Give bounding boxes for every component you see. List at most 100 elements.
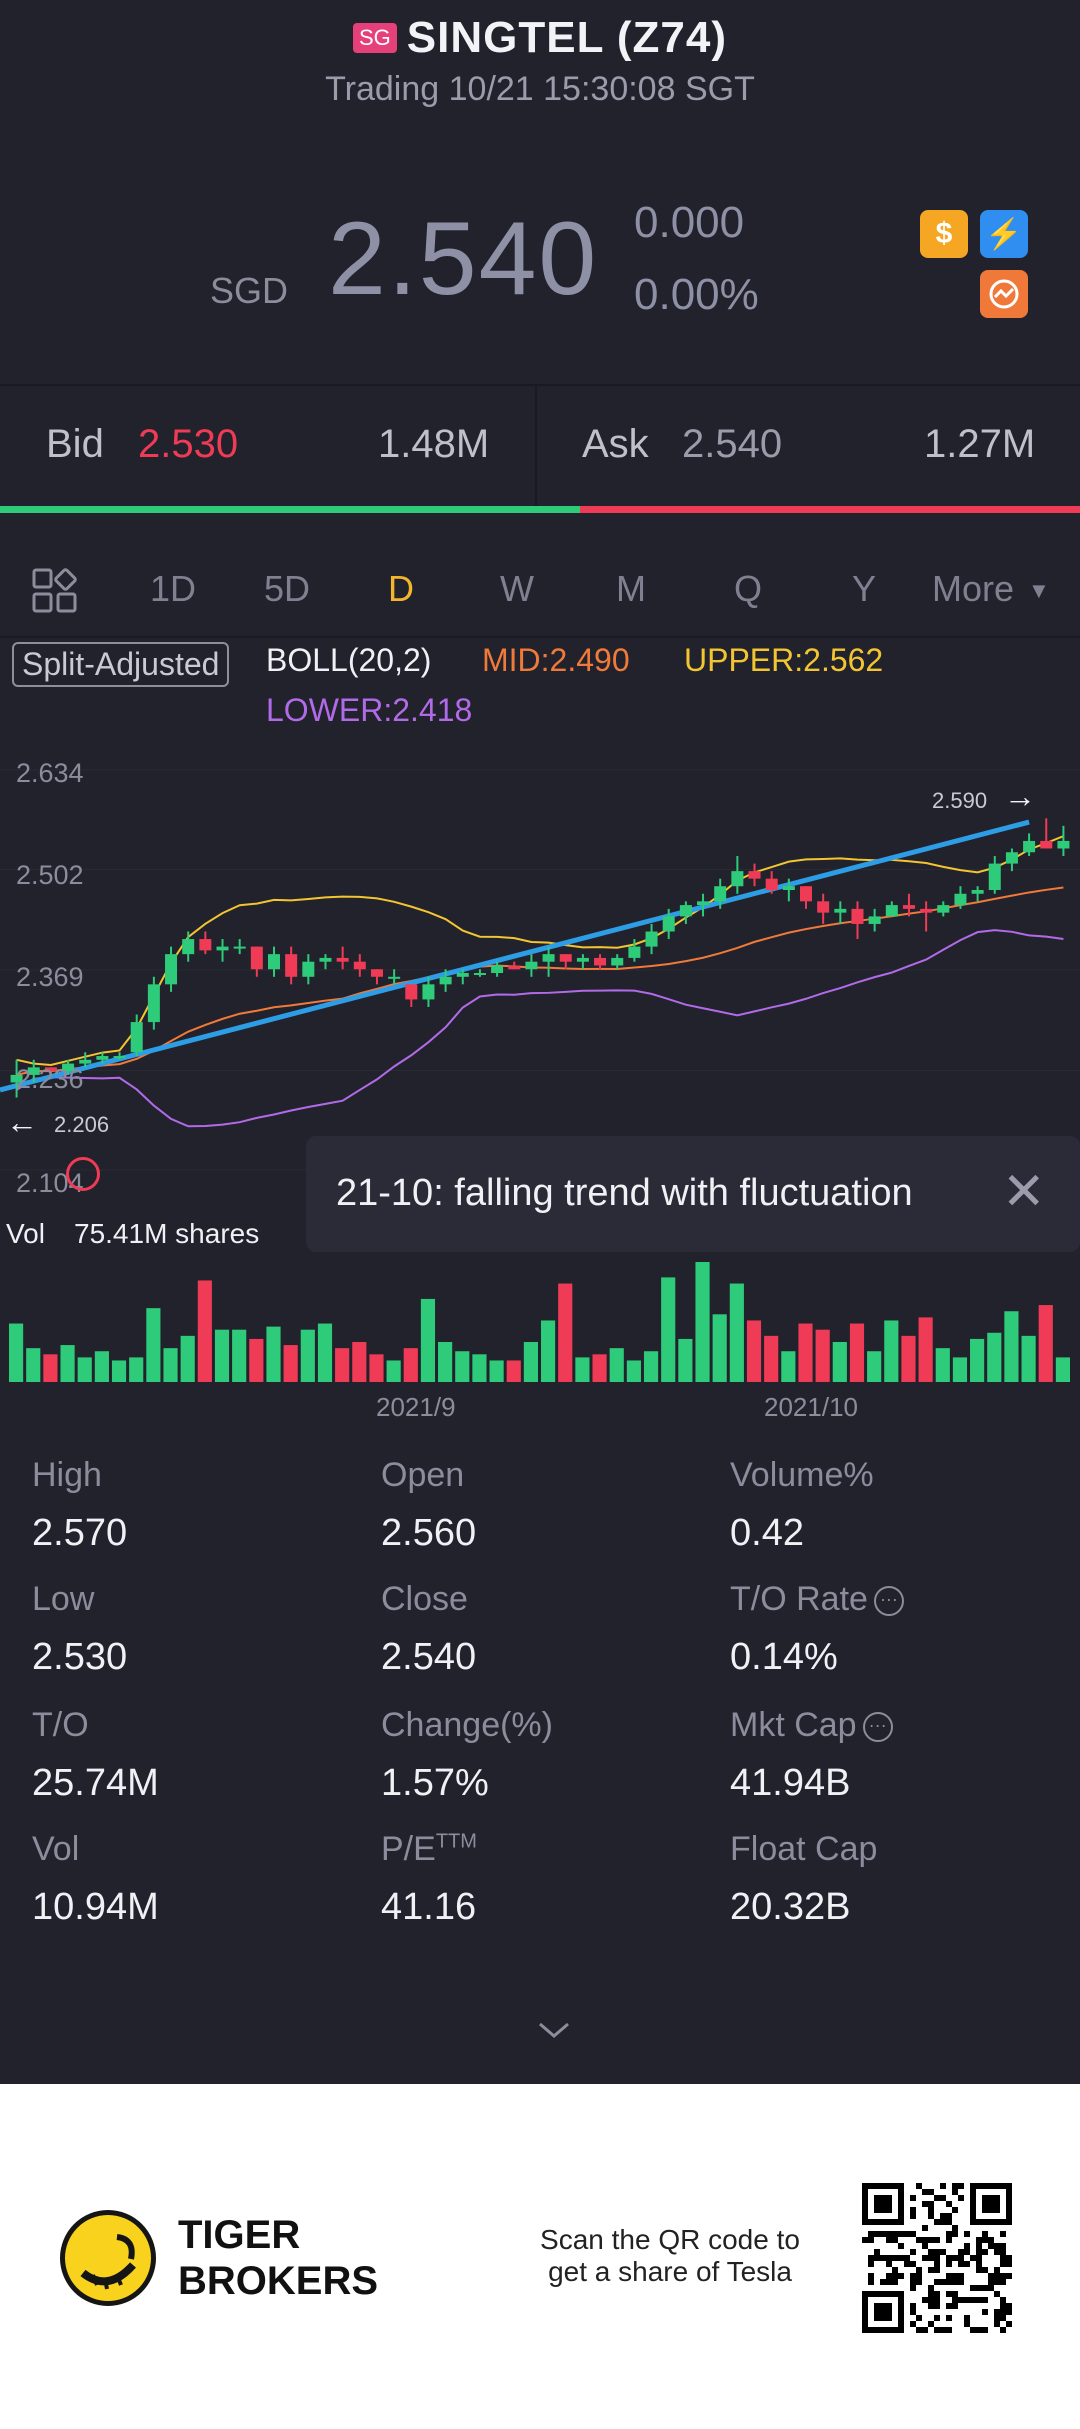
qr-module <box>1000 2315 1006 2321</box>
qr-module <box>910 2285 916 2291</box>
volume-bar <box>952 1357 968 1382</box>
qr-module <box>964 2297 970 2303</box>
volume-bar <box>26 1348 41 1382</box>
expand-chevron-icon[interactable] <box>534 2018 574 2047</box>
volume-bar <box>764 1335 779 1382</box>
arrow-right-icon: → <box>1004 778 1036 814</box>
lightning-icon[interactable]: ⚡ <box>980 210 1028 258</box>
volume-bar <box>1038 1305 1053 1382</box>
tab-1d[interactable]: 1D <box>150 568 197 609</box>
volume-bar <box>60 1345 75 1382</box>
tab-q[interactable]: Q <box>734 568 763 609</box>
qr-module <box>976 2261 982 2267</box>
qr-module <box>940 2219 946 2225</box>
qr-module <box>946 2261 952 2267</box>
candle-body <box>679 905 692 917</box>
volume-bar <box>300 1329 315 1382</box>
qr-module <box>934 2267 940 2273</box>
qr-module <box>982 2231 988 2237</box>
qr-module <box>1000 2279 1006 2285</box>
tab-more-label: More <box>932 568 1015 609</box>
qr-module <box>958 2195 964 2201</box>
qr-module <box>952 2255 958 2261</box>
qr-module <box>958 2261 964 2267</box>
x-label-oct: 2021/10 <box>764 1392 858 1422</box>
qr-module <box>1006 2309 1012 2315</box>
volume-bar <box>77 1357 92 1382</box>
chart-swap-icon[interactable] <box>980 270 1028 318</box>
qr-module <box>928 2267 934 2273</box>
trend-line <box>0 819 1030 1093</box>
boll-mid: MID:2.490 <box>482 642 630 678</box>
candle-body <box>525 961 538 970</box>
candle-body <box>645 931 658 947</box>
volume-bar <box>678 1338 693 1382</box>
tab-y[interactable]: Y <box>852 568 877 609</box>
info-icon[interactable]: ··· <box>873 1586 904 1617</box>
candle-body <box>44 1067 57 1072</box>
candle-body <box>250 946 263 970</box>
qr-module <box>940 2249 946 2255</box>
candle-body <box>799 886 813 902</box>
tab-m[interactable]: M <box>616 568 646 609</box>
split-adjusted-toggle[interactable]: Split-Adjusted <box>12 642 230 687</box>
qr-module <box>1000 2327 1006 2333</box>
qr-module <box>922 2189 928 2195</box>
qr-finder <box>982 2195 1000 2213</box>
candle-body <box>542 954 555 962</box>
qr-module <box>940 2183 946 2189</box>
title-row: SG SINGTEL (Z74) <box>0 8 1080 68</box>
price-chart[interactable] <box>0 740 1080 1420</box>
qr-module <box>958 2279 964 2285</box>
tab-5d[interactable]: 5D <box>264 568 311 609</box>
candle-body <box>473 973 486 976</box>
qr-module <box>994 2315 1000 2321</box>
tab-w[interactable]: W <box>500 568 534 609</box>
candle-body <box>834 908 847 913</box>
stat-value-volume-pct: 0.42 <box>730 1512 804 1554</box>
candle-body <box>267 954 281 970</box>
low-mark-label: 2.206 <box>54 1112 110 1137</box>
candle-body <box>782 886 795 890</box>
stat-label-vol: Vol <box>32 1830 80 1868</box>
qr-module <box>886 2231 892 2237</box>
stat-value-high: 2.570 <box>32 1512 128 1554</box>
volume-bar <box>1004 1311 1019 1382</box>
qr-module <box>880 2255 886 2261</box>
qr-module <box>946 2279 952 2285</box>
candle-body <box>920 908 933 913</box>
qr-module <box>910 2249 916 2255</box>
volume-bar <box>523 1342 538 1382</box>
tab-d[interactable]: D <box>388 568 414 609</box>
qr-module <box>928 2213 934 2219</box>
qr-module <box>982 2285 988 2291</box>
tab-more[interactable]: More ▼ <box>932 568 1050 610</box>
qr-module <box>940 2327 946 2333</box>
volume-bars <box>9 1262 1070 1382</box>
volume-bar <box>884 1320 899 1382</box>
qr-code[interactable] <box>862 2183 1012 2333</box>
info-icon[interactable]: ··· <box>862 1712 893 1743</box>
qr-module <box>994 2321 1000 2327</box>
volume-bar <box>901 1335 916 1382</box>
event-marker-icon[interactable] <box>66 1157 100 1191</box>
qr-module <box>964 2231 970 2237</box>
qr-module <box>952 2291 958 2297</box>
pattern-tooltip[interactable]: 21-10: falling trend with fluctuation ✕ <box>306 1136 1080 1252</box>
volume-bar <box>232 1329 247 1382</box>
boll-label[interactable]: BOLL(20,2) <box>266 642 432 678</box>
candle-body <box>370 969 383 977</box>
qr-module <box>874 2255 880 2261</box>
dollar-icon[interactable]: $ <box>920 210 968 258</box>
layout-grid-icon[interactable] <box>32 568 78 619</box>
volume-bar <box>472 1354 487 1382</box>
qr-module <box>1006 2303 1012 2309</box>
qr-module <box>928 2285 934 2291</box>
stat-value-pe: 41.16 <box>381 1886 477 1928</box>
volume-bar <box>438 1342 453 1382</box>
qr-module <box>928 2291 934 2297</box>
qr-module <box>934 2237 940 2243</box>
close-icon[interactable]: ✕ <box>1002 1163 1046 1221</box>
ask-size: 1.27M <box>924 422 1036 466</box>
qr-module <box>928 2237 934 2243</box>
